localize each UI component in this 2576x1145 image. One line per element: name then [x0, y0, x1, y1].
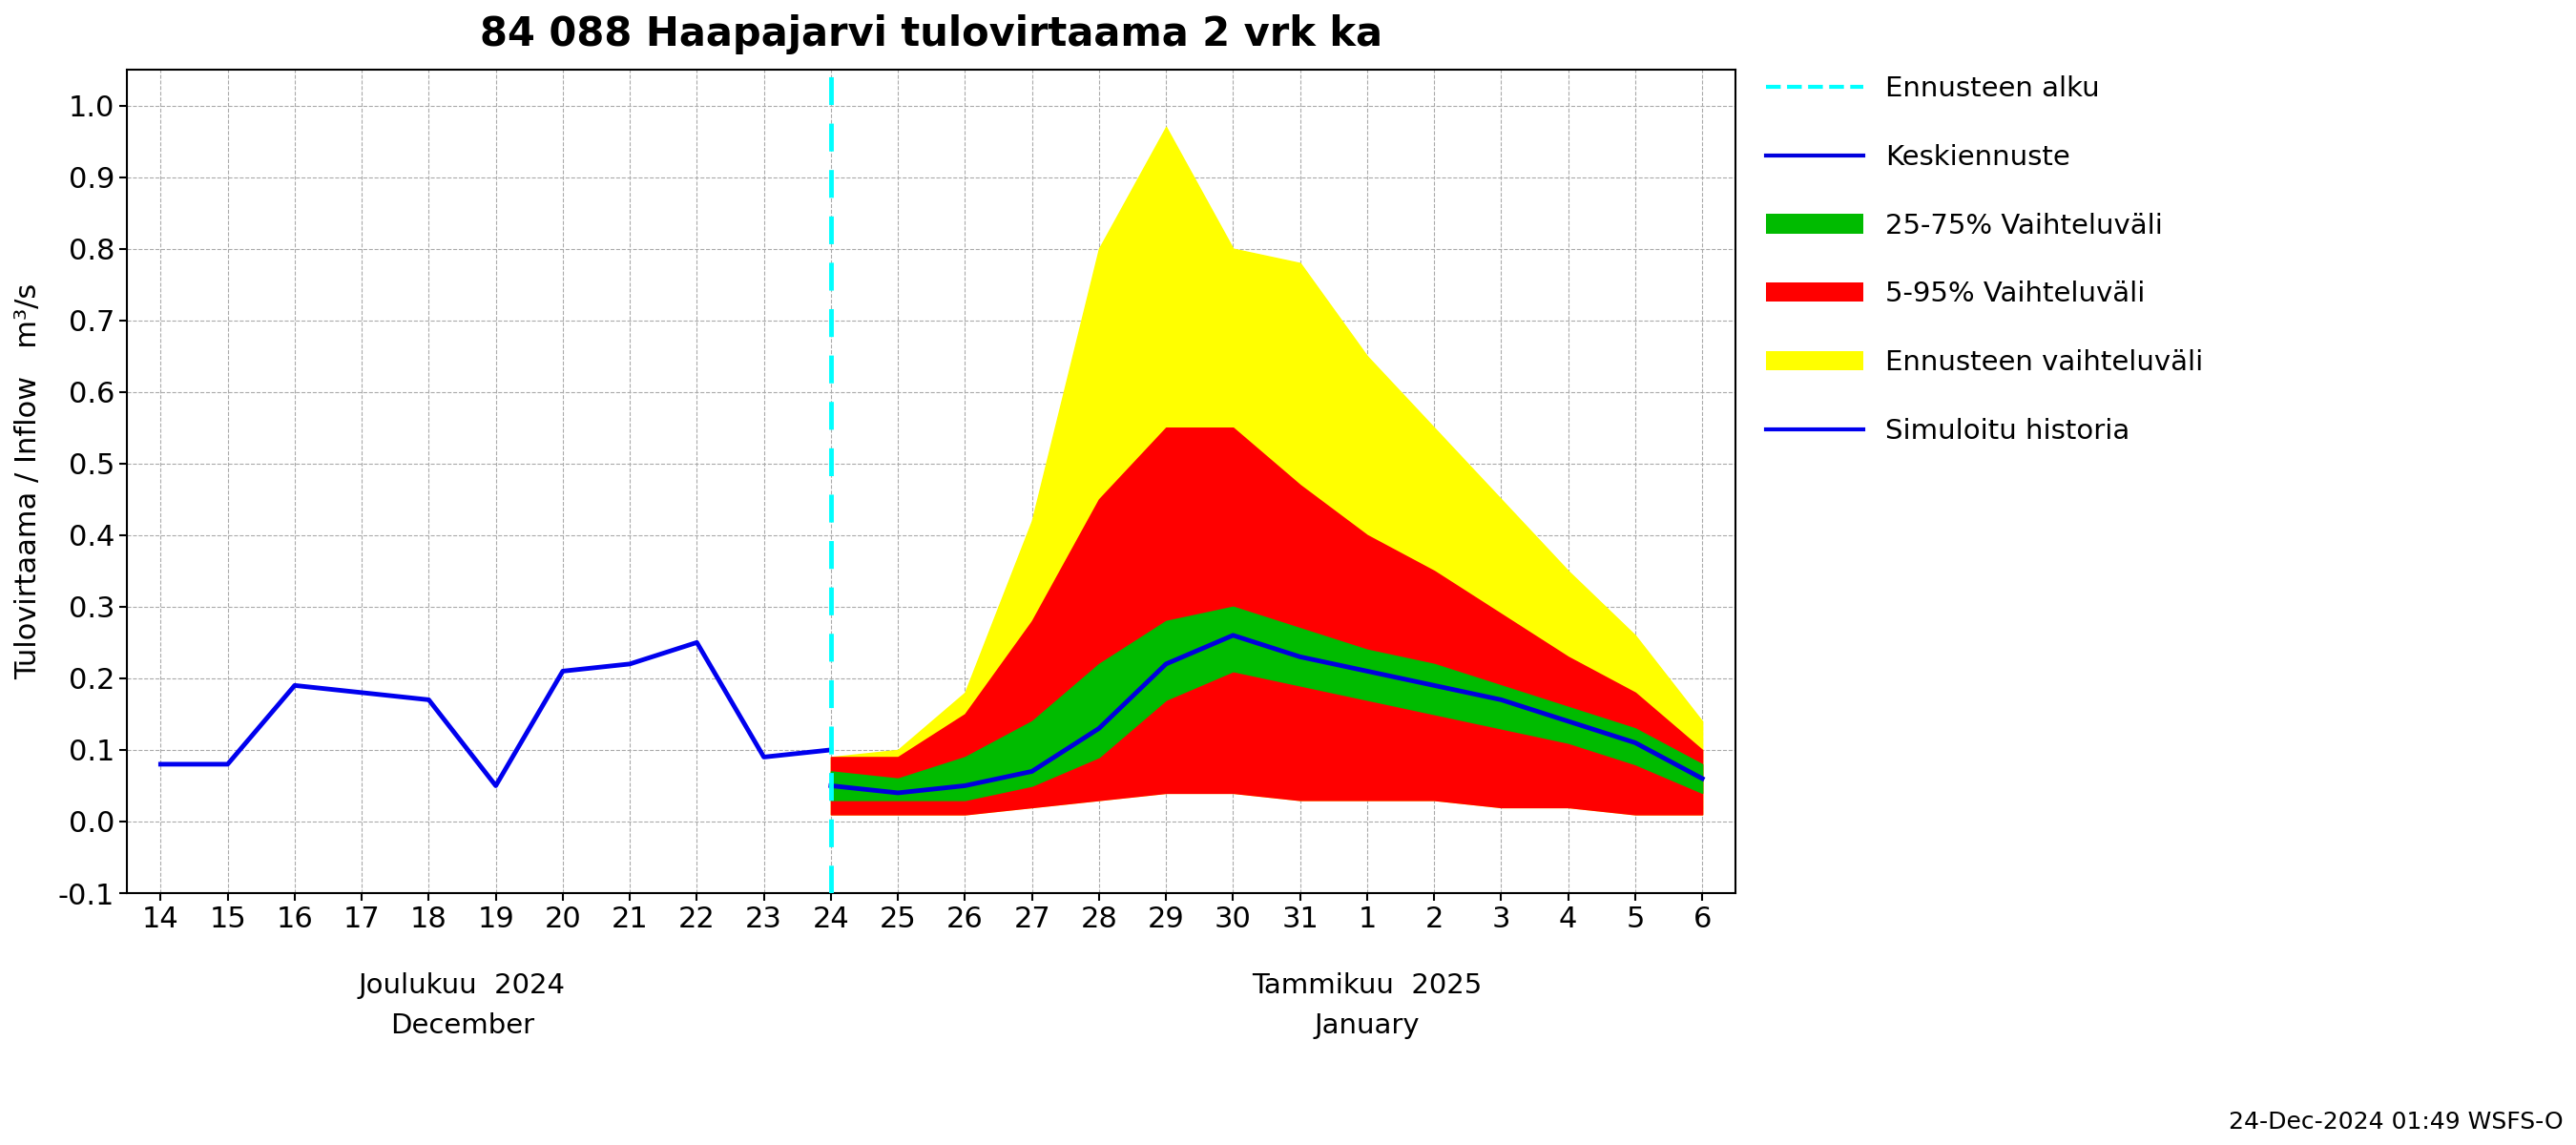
Text: December: December	[389, 1012, 533, 1040]
Text: January: January	[1314, 1012, 1419, 1040]
Text: Joulukuu  2024: Joulukuu 2024	[358, 972, 567, 1000]
Y-axis label: Tulovirtaama / Inflow   m³/s: Tulovirtaama / Inflow m³/s	[15, 283, 41, 679]
Text: 24-Dec-2024 01:49 WSFS-O: 24-Dec-2024 01:49 WSFS-O	[2228, 1111, 2563, 1134]
Legend: Ennusteen alku, Keskiennuste, 25-75% Vaihteluväli, 5-95% Vaihteluväli, Ennusteen: Ennusteen alku, Keskiennuste, 25-75% Vai…	[1757, 68, 2213, 452]
Title: 84 088 Haapajarvi tulovirtaama 2 vrk ka: 84 088 Haapajarvi tulovirtaama 2 vrk ka	[479, 14, 1383, 54]
Text: Tammikuu  2025: Tammikuu 2025	[1252, 972, 1481, 1000]
